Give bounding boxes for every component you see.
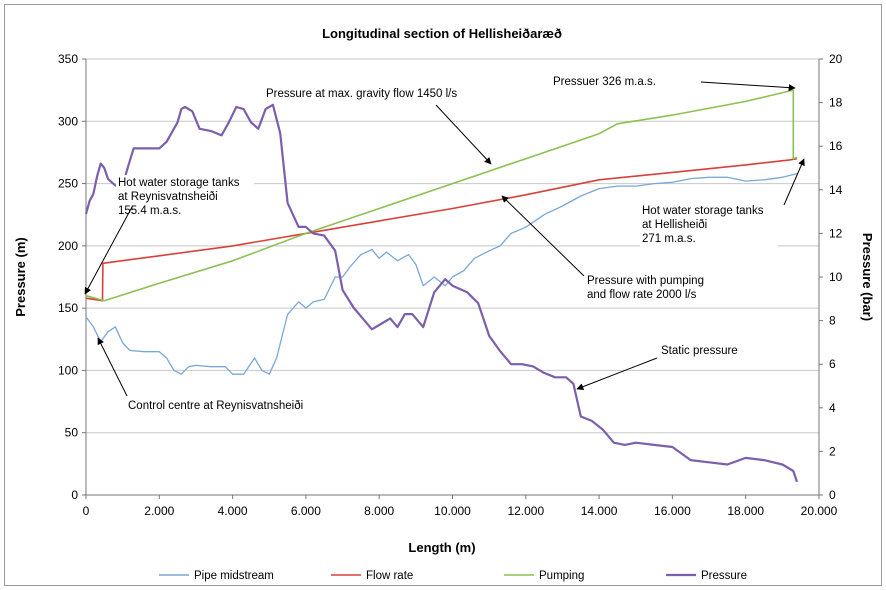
annotation-background	[659, 343, 751, 358]
series-line-flow-rate	[85, 157, 798, 302]
y-tick-label: 250	[58, 177, 78, 191]
x-tick-label: 18.000	[727, 504, 764, 518]
y-tick-label: 50	[65, 426, 79, 440]
y2-tick-label: 2	[829, 444, 836, 458]
annotation-text: Control centre at Reynisvatnsheiði	[128, 400, 303, 412]
annotation-text: Pressuer 326 m.a.s.	[553, 76, 656, 88]
annotation-arrow	[783, 158, 805, 206]
annotation-text: Hot water storage tanks	[642, 205, 764, 217]
annotation-background	[585, 272, 737, 302]
x-tick-label: 6.000	[291, 504, 321, 518]
annotation-background	[126, 398, 334, 413]
annotation-arrow	[700, 81, 796, 92]
annotation-text: at Reynisvatnsheiði	[118, 191, 218, 203]
x-tick-label: 16.000	[654, 504, 691, 518]
x-tick-label: 20.000	[801, 504, 838, 518]
annotation-arrow	[97, 337, 128, 397]
y-tick-label: 350	[58, 52, 78, 66]
series-line-pipe-midstream	[85, 172, 798, 375]
y2-tick-label: 12	[829, 226, 843, 240]
annotation-arrow	[84, 206, 133, 295]
chart: Longitudinal section of Hellisheiðaræð 0 5…	[13, 26, 875, 582]
annotation-arrow	[501, 195, 585, 277]
y2-tick-label: 8	[829, 314, 836, 328]
y2-tick-label: 10	[829, 270, 843, 284]
y2-axis-label: Pressure (bar)	[860, 233, 875, 321]
annotation-text: Static pressure	[661, 345, 738, 357]
chart-title: Longitudinal section of Hellisheiðaræð	[322, 26, 562, 41]
legend-label: Flow rate	[366, 570, 413, 582]
y-tick-label: 200	[58, 239, 78, 253]
x-tick-label: 12.000	[507, 504, 544, 518]
x-axis-label: Length (m)	[408, 540, 475, 555]
y2-tick-label: 18	[829, 96, 843, 110]
annotation-text: 271 m.a.s.	[642, 233, 696, 245]
y2-tick-label: 6	[829, 357, 836, 371]
y2-tick-label: 4	[829, 401, 836, 415]
legend-label: Pipe midstream	[194, 570, 274, 582]
x-tick-label: 2.000	[144, 504, 174, 518]
annotation-background	[116, 175, 254, 219]
y-tick-label: 0	[71, 488, 78, 502]
y2-tick-label: 14	[829, 183, 843, 197]
x-tick-label: 8.000	[364, 504, 394, 518]
annotation-text: Pressure with pumping	[587, 275, 704, 287]
legend-label: Pumping	[539, 570, 584, 582]
annotation-text: Hot water storage tanks	[118, 177, 240, 189]
y-tick-label: 100	[58, 363, 78, 377]
annotation-text: and flow rate 2000 l/s	[587, 289, 697, 301]
annotation-background	[264, 86, 500, 101]
annotation-text: Pressure at max. gravity flow 1450 l/s	[266, 88, 457, 100]
annotation-text: 155.4 m.a.s.	[118, 205, 181, 217]
x-tick-label: 14.000	[581, 504, 618, 518]
y2-tick-label: 0	[829, 488, 836, 502]
annotation-background	[640, 203, 778, 247]
annotation-background	[551, 74, 703, 89]
y-axis-label: Pressure (m)	[13, 237, 28, 316]
series-line-pumping	[85, 89, 798, 302]
x-tick-label: 4.000	[218, 504, 248, 518]
x-tick-label: 0	[83, 504, 90, 518]
y2-tick-label: 20	[829, 52, 843, 66]
annotation-arrow	[435, 104, 492, 165]
chart-frame: Longitudinal section of Hellisheiðaræð 0 5…	[4, 4, 882, 586]
annotation-arrow	[576, 357, 658, 390]
series-line-pressure	[84, 103, 799, 483]
y-tick-label: 150	[58, 301, 78, 315]
annotation-text: at Hellisheiði	[642, 219, 707, 231]
legend-label: Pressure	[701, 570, 747, 582]
y2-tick-label: 16	[829, 139, 843, 153]
x-tick-label: 10.000	[434, 504, 471, 518]
y-tick-label: 300	[58, 114, 78, 128]
